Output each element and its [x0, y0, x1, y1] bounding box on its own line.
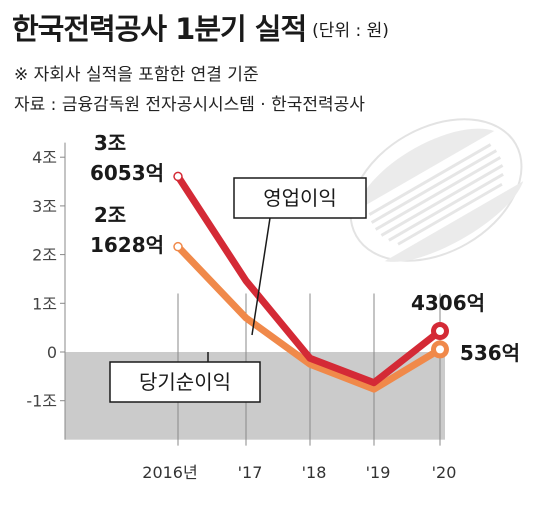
basis-note: ※ 자회사 실적을 포함한 연결 기준: [14, 65, 259, 85]
netinc-start-label-jo: 2조: [94, 203, 126, 227]
y-tick-label: 4조: [32, 148, 57, 167]
series-start-marker-1: [173, 241, 183, 252]
opinc-leader-line: [251, 217, 271, 336]
x-tick-label: '18: [302, 463, 327, 482]
y-tick-label: 0: [47, 343, 57, 362]
chart-title: 한국전력공사 1분기 실적: [12, 12, 307, 46]
legend-label-operating-income: 영업이익: [263, 186, 337, 210]
y-tick-label: 2조: [32, 246, 57, 265]
legend-box-net-income: 당기순이익: [109, 361, 261, 403]
x-tick-label: '19: [366, 463, 391, 482]
y-tick-label: -1조: [26, 392, 57, 411]
opinc-start-label-jo: 3조: [94, 131, 126, 155]
netinc-end-label: 536억: [460, 341, 520, 365]
title-row: 한국전력공사 1분기 실적 (단위 : 원): [12, 6, 389, 48]
x-tick-label: '20: [432, 463, 457, 482]
y-tick-label: 1조: [32, 294, 57, 313]
unit-label: (단위 : 원): [312, 21, 389, 41]
series-line-0: [174, 172, 444, 387]
kepco-logo-watermark: [349, 118, 524, 262]
opinc-end-label: 4306억: [411, 291, 485, 315]
source-note: 자료 : 금융감독원 전자공시시스템 · 한국전력공사: [14, 95, 365, 115]
series-end-marker-inner-1: [436, 345, 444, 354]
legend-label-net-income: 당기순이익: [139, 370, 231, 394]
legend-box-operating-income: 영업이익: [233, 177, 367, 219]
opinc-start-label-eok: 6053억: [90, 161, 164, 185]
x-tick-label: 2016년: [142, 463, 197, 482]
series-line-1: [174, 243, 444, 393]
y-tick-label: 3조: [32, 197, 57, 216]
series-start-marker-0: [173, 171, 183, 182]
series-end-marker-inner-0: [436, 327, 444, 336]
x-tick-label: '17: [238, 463, 263, 482]
netinc-start-label-eok: 1628억: [90, 233, 164, 257]
